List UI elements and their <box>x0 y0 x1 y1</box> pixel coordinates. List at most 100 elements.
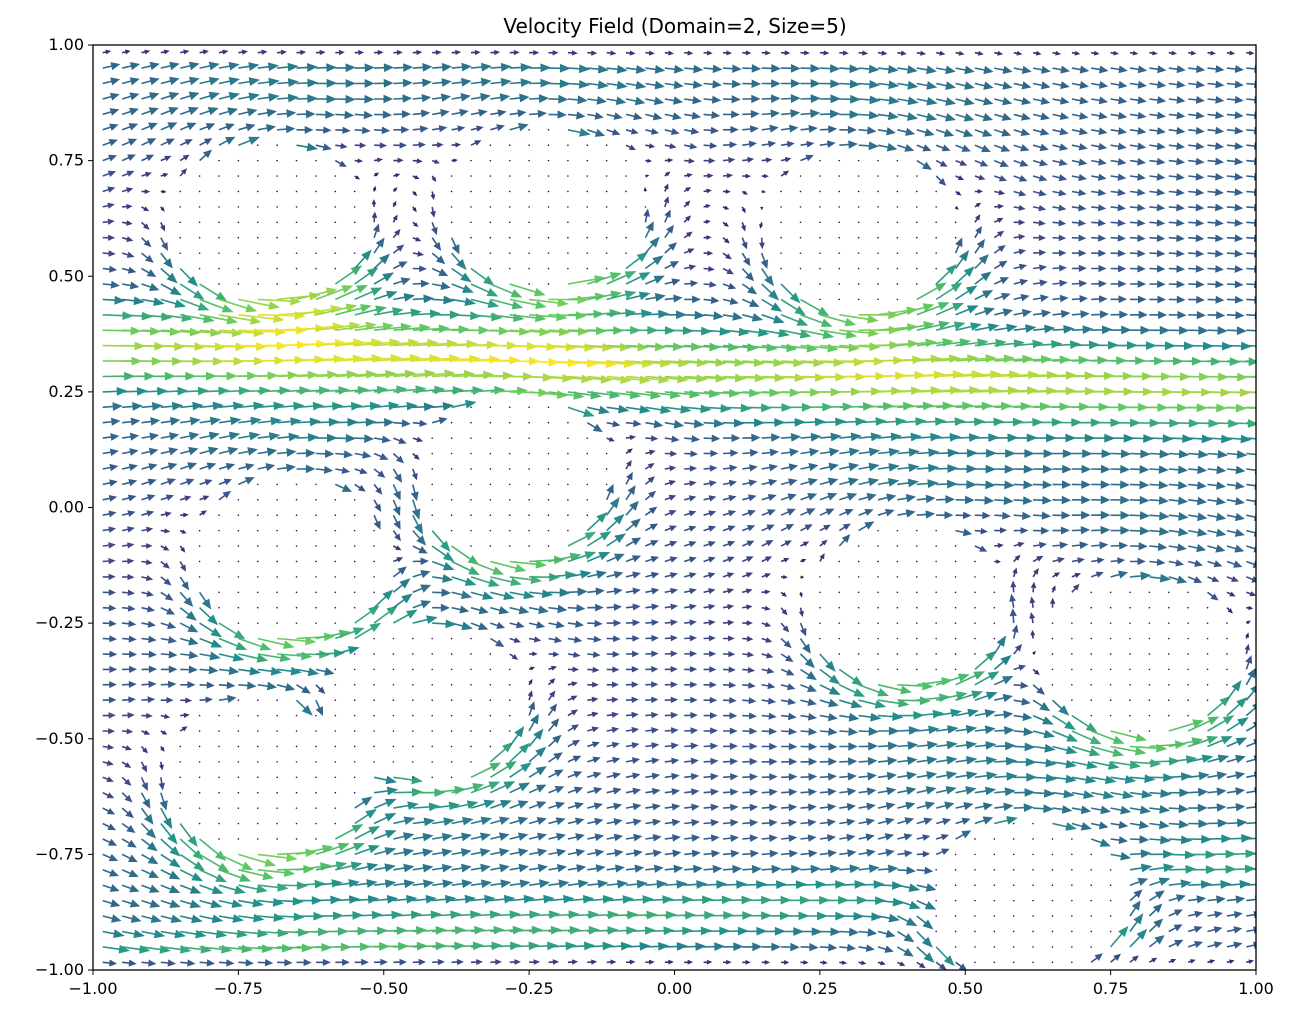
quiver-arrow <box>1052 174 1068 182</box>
quiver-arrow <box>354 175 361 180</box>
quiver-arrow <box>1052 572 1061 578</box>
quiver-arrow <box>470 653 472 655</box>
quiver-arrow <box>954 237 963 254</box>
quiver-arrow <box>877 622 879 624</box>
quiver-arrow <box>703 911 735 920</box>
quiver-arrow <box>198 745 201 748</box>
quiver-arrow <box>1168 188 1185 197</box>
quiver-arrow <box>587 696 599 703</box>
quiver-arrow <box>335 861 363 871</box>
quiver-arrow <box>256 267 259 270</box>
quiver-arrow <box>857 545 860 547</box>
quiver-arrow <box>1110 570 1129 579</box>
quiver-arrow <box>1207 787 1227 797</box>
quiver-arrow <box>122 665 138 673</box>
quiver-arrow <box>625 787 642 795</box>
quiver-arrow <box>761 493 777 502</box>
quiver-arrow <box>334 791 337 794</box>
quiver-arrow <box>1071 683 1073 686</box>
quiver-arrow <box>703 342 740 352</box>
quiver-arrow <box>179 607 197 621</box>
quiver-arrow <box>1149 496 1169 505</box>
quiver-arrow <box>372 223 380 238</box>
quiver-arrow <box>508 668 511 671</box>
quiver-arrow <box>451 297 477 307</box>
quiver-arrow <box>102 650 118 658</box>
quiver-arrow <box>606 711 619 718</box>
quiver-arrow <box>1110 80 1128 89</box>
quiver-arrow <box>625 711 639 719</box>
quiver-arrow <box>102 542 116 549</box>
quiver-arrow <box>257 853 298 863</box>
quiver-arrow <box>160 807 173 830</box>
quiver-arrow <box>974 527 988 535</box>
quiver-arrow <box>141 650 158 658</box>
quiver-arrow <box>1090 622 1093 624</box>
quiver-arrow <box>1013 190 1027 197</box>
quiver-arrow <box>1071 805 1092 815</box>
quiver-arrow <box>160 621 177 630</box>
quiver-arrow <box>295 514 298 517</box>
quiver-arrow <box>761 173 769 179</box>
quiver-arrow <box>354 322 395 331</box>
quiver-arrow <box>470 668 472 671</box>
quiver-arrow <box>1168 310 1187 320</box>
quiver-arrow <box>354 879 378 888</box>
quiver-arrow <box>199 665 219 675</box>
quiver-arrow <box>1091 433 1116 443</box>
quiver-arrow <box>412 452 420 460</box>
quiver-arrow <box>799 267 802 270</box>
quiver-arrow <box>625 358 672 368</box>
quiver-arrow <box>606 112 623 120</box>
quiver-arrow <box>1168 879 1192 889</box>
quiver-arrow <box>392 745 395 748</box>
quiver-arrow <box>1010 580 1017 593</box>
quiver-arrow <box>1013 527 1029 535</box>
quiver-arrow <box>490 621 506 629</box>
quiver-arrow <box>897 127 916 136</box>
quiver-arrow <box>296 896 323 905</box>
quiver-arrow <box>606 497 620 516</box>
quiver-arrow <box>1071 884 1073 887</box>
quiver-arrow <box>1207 803 1227 812</box>
quiver-arrow <box>1071 264 1087 272</box>
quiver-arrow <box>780 221 782 224</box>
quiver-arrow <box>393 863 415 873</box>
quiver-arrow <box>664 64 685 74</box>
quiver-arrow <box>1167 653 1170 655</box>
quiver-arrow <box>1188 341 1214 351</box>
quiver-arrow <box>915 206 918 208</box>
quiver-arrow <box>761 343 798 353</box>
quiver-arrow <box>393 49 403 56</box>
quiver-arrow <box>335 63 356 73</box>
quiver-arrow <box>1091 541 1109 550</box>
quiver-arrow <box>567 483 569 486</box>
quiver-arrow <box>761 524 775 532</box>
quiver-arrow <box>218 446 239 456</box>
quiver-arrow <box>742 328 770 337</box>
quiver-arrow <box>276 576 278 578</box>
quiver-arrow <box>257 62 280 72</box>
quiver-arrow <box>897 961 906 966</box>
quiver-arrow <box>819 267 821 270</box>
quiver-arrow <box>722 172 734 179</box>
quiver-arrow <box>489 190 492 193</box>
quiver-arrow <box>974 691 998 701</box>
quiver-arrow <box>431 267 449 277</box>
quiver-arrow <box>547 128 550 131</box>
quiver-arrow <box>353 190 356 193</box>
quiver-arrow <box>276 606 278 609</box>
quiver-arrow <box>450 668 453 671</box>
quiver-arrow <box>645 772 661 780</box>
quiver-arrow <box>742 712 757 720</box>
quiver-arrow <box>974 868 976 871</box>
quiver-arrow <box>759 237 765 250</box>
quiver-arrow <box>780 683 796 691</box>
quiver-arrow <box>122 589 136 596</box>
quiver-arrow <box>1091 480 1111 489</box>
quiver-arrow <box>994 802 1014 812</box>
quiver-arrow <box>897 321 935 331</box>
quiver-arrow <box>354 958 369 966</box>
quiver-arrow <box>198 761 201 763</box>
quiver-arrow <box>122 959 137 967</box>
